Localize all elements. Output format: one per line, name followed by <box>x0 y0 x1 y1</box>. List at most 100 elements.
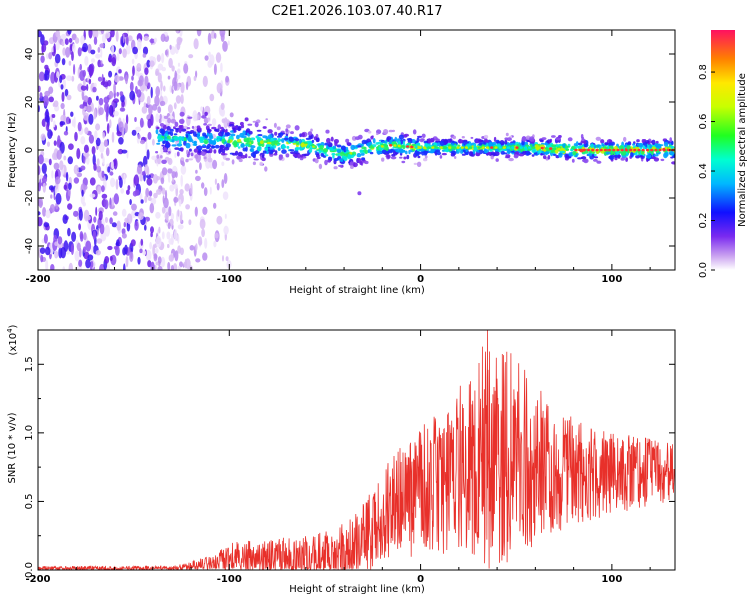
heat-cell-ridge <box>546 139 552 144</box>
heat-cell-noise <box>72 43 76 53</box>
heat-cell-ridge <box>452 135 457 140</box>
heat-cell-ridge <box>506 148 511 155</box>
heat-cell-noise <box>163 85 166 92</box>
heat-cell-noise <box>124 244 128 255</box>
heat-cell-ridge <box>671 140 674 146</box>
heat-cell-ridge <box>228 124 235 127</box>
heat-cell-ridge <box>215 144 220 149</box>
heat-cell-core <box>586 148 591 152</box>
heat-cell-ridge <box>501 148 507 151</box>
heat-cell-ridge <box>381 141 388 144</box>
heat-cell-noise <box>139 173 143 182</box>
heat-cell-ridge <box>521 136 526 141</box>
heat-cell-noise <box>50 71 56 84</box>
heat-cell-noise <box>202 75 208 88</box>
heat-cell-core <box>641 148 645 152</box>
heat-cell-ridge <box>244 117 249 122</box>
snr-ylabel: SNR (10 * v/v) <box>7 412 18 483</box>
heat-cell-ridge <box>191 125 195 129</box>
heat-cell-noise <box>203 187 208 197</box>
heat-cell-ridge <box>171 139 175 143</box>
heat-cell-core <box>561 148 565 151</box>
heat-cell-noise <box>160 33 166 42</box>
heat-cell-ridge <box>401 160 406 164</box>
heat-cell-noise <box>105 110 109 122</box>
heat-cell-ridge <box>403 134 408 138</box>
heat-cell-ridge <box>634 152 638 155</box>
heat-cell-noise <box>146 95 151 106</box>
heat-cell-noise <box>96 238 103 244</box>
heat-cell-ridge <box>279 132 284 137</box>
heat-cell-noise <box>83 144 89 153</box>
heat-cell-noise <box>67 203 73 210</box>
heat-cell-ridge <box>632 143 636 146</box>
heat-cell-noise <box>161 52 165 64</box>
heat-cell-noise <box>70 111 74 117</box>
heat-cell-ridge <box>310 128 313 132</box>
heat-cell-ridge <box>200 151 206 156</box>
heat-cell-noise <box>43 222 50 228</box>
heat-cell-noise <box>43 40 49 46</box>
heat-cell-ridge <box>640 155 645 159</box>
heat-cell-noise <box>115 179 119 190</box>
heat-cell-ridge <box>204 111 208 116</box>
heat-cell-ridge <box>285 128 289 133</box>
heat-cell-ridge <box>247 123 253 126</box>
heat-cell-noise <box>116 220 121 231</box>
heat-cell-noise <box>108 55 113 63</box>
heat-cell-noise <box>201 182 205 189</box>
heat-cell-noise <box>62 214 68 225</box>
heat-cell-noise <box>121 233 127 239</box>
heat-cell-noise <box>45 259 49 270</box>
heat-cell-noise <box>90 49 96 55</box>
heat-cell-ridge <box>635 155 641 159</box>
heat-cell-noise <box>88 64 94 77</box>
heat-cell-ridge <box>429 137 435 143</box>
heat-cell-core <box>464 146 469 149</box>
heat-cell-ridge <box>623 136 627 142</box>
heat-cell-ridge <box>400 139 404 145</box>
heatmap-xtick-label: -100 <box>217 274 242 285</box>
heat-cell-noise <box>156 188 162 195</box>
heat-cell-ridge <box>203 123 208 126</box>
heat-cell-noise <box>93 36 98 45</box>
heat-cell-ridge <box>655 140 659 144</box>
heat-cell-ridge <box>581 136 585 140</box>
heat-cell-noise <box>194 206 198 217</box>
heat-cell-noise <box>44 115 50 123</box>
heat-cell-ridge <box>543 155 547 160</box>
heat-cell-ridge <box>250 145 256 149</box>
heat-cell-ridge <box>531 147 537 154</box>
heat-cell-ridge <box>163 146 168 152</box>
heat-cell-ridge <box>165 143 170 148</box>
heat-cell-core <box>481 146 485 149</box>
heat-cell-noise <box>55 193 62 205</box>
heat-cell-core <box>410 145 414 149</box>
heat-cell-core <box>565 148 570 151</box>
heat-cell-core <box>397 144 401 148</box>
heat-cell-ridge <box>273 153 278 156</box>
heat-cell-noise <box>52 102 56 107</box>
heat-cell-noise <box>161 231 165 240</box>
heat-cell-ridge <box>593 159 598 162</box>
heat-cell-noise <box>100 30 105 35</box>
heat-cell-noise <box>107 245 113 251</box>
heat-cell-noise <box>193 38 199 50</box>
heat-cell-ridge <box>163 115 169 119</box>
heat-cell-noise <box>150 232 153 238</box>
heat-cell-noise <box>38 201 43 207</box>
heat-cell-noise <box>40 254 44 263</box>
heat-cell-ridge <box>567 137 573 142</box>
heat-cell-ridge <box>259 161 264 166</box>
heat-cell-ridge <box>361 139 368 145</box>
heat-cell-ridge <box>329 147 333 151</box>
heat-cell-noise <box>112 211 118 216</box>
heat-cell-noise <box>213 32 217 39</box>
heat-cell-ridge <box>572 150 577 156</box>
heat-cell-noise <box>144 75 149 87</box>
heat-cell-noise <box>124 122 128 133</box>
heat-cell-noise <box>154 95 160 107</box>
heat-cell-ridge <box>185 134 189 138</box>
heat-cell-ridge <box>229 112 234 118</box>
